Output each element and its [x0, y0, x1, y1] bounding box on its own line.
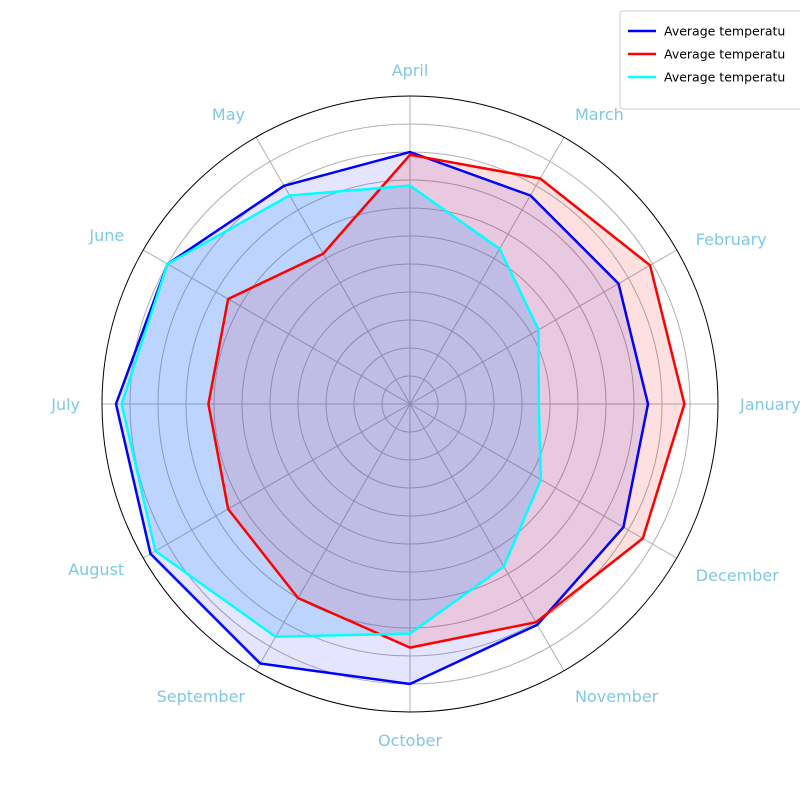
- category-label-july: July: [50, 395, 80, 414]
- series-line-3: [120, 184, 543, 639]
- category-label-september: September: [157, 687, 246, 706]
- category-label-october: October: [378, 731, 442, 750]
- series-fills: [116, 152, 685, 684]
- category-label-april: April: [392, 61, 429, 80]
- spoke-line: [409, 137, 565, 405]
- legend-box: [619, 10, 800, 110]
- category-label-may: May: [212, 105, 245, 124]
- legend-label-1: Average temperatu: [664, 24, 785, 39]
- spoke-line: [409, 403, 565, 671]
- legend-label-3: Average temperatu: [664, 70, 785, 85]
- spoke-line: [143, 249, 411, 405]
- outer-frame: [101, 95, 719, 713]
- series-fill-1: [116, 152, 648, 684]
- spoke-line: [409, 249, 677, 405]
- category-label-june: June: [88, 226, 124, 245]
- radial-grid: [101, 95, 719, 713]
- spoke-line: [255, 403, 411, 671]
- spoke-line: [255, 137, 411, 405]
- series-lines: [114, 150, 686, 686]
- category-label-december: December: [696, 566, 779, 585]
- category-label-november: November: [575, 687, 659, 706]
- category-label-march: March: [575, 105, 624, 124]
- spoke-line: [409, 403, 677, 559]
- series-line-1: [114, 150, 650, 686]
- legend: Average temperatu Average temperatu Aver…: [619, 10, 800, 110]
- category-label-august: August: [68, 560, 124, 579]
- spoke-line: [143, 403, 411, 559]
- category-label-february: February: [696, 230, 767, 249]
- series-line-2: [207, 153, 686, 649]
- legend-label-2: Average temperatu: [664, 47, 785, 62]
- series-fill-2: [208, 154, 685, 648]
- category-label-january: January: [739, 395, 800, 414]
- category-labels: January February March April May June July Augu…: [50, 61, 800, 750]
- series-fill-3: [121, 185, 541, 637]
